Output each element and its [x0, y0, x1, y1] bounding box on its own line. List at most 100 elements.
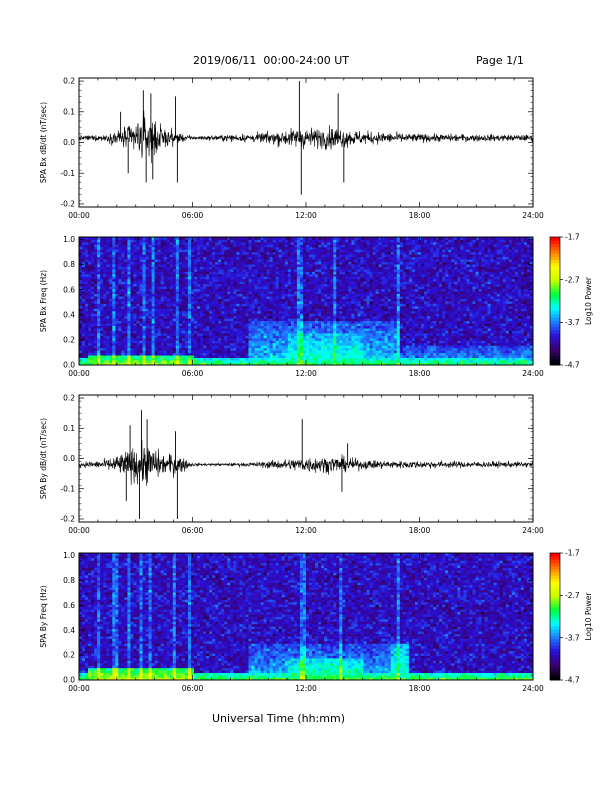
spectrogram-cell	[94, 360, 98, 363]
spectrogram-cell	[348, 249, 352, 253]
spectrogram-cell	[181, 347, 186, 351]
spectrogram-cell	[278, 273, 283, 277]
spectrogram-cell	[263, 259, 268, 263]
spectrogram-cell	[306, 293, 310, 297]
spectrogram-cell	[281, 352, 286, 356]
spectrogram-cell	[315, 264, 319, 267]
spectrogram-cell	[239, 337, 243, 341]
spectrogram-cell	[306, 288, 310, 292]
spectrogram-cell	[209, 323, 213, 327]
spectrogram-cell	[194, 256, 198, 260]
spectrogram-cell	[163, 301, 168, 304]
spectrogram-cell	[115, 360, 119, 363]
spectrogram-cell	[109, 237, 113, 240]
spectrogram-cell	[118, 269, 122, 272]
spectrogram-cell	[166, 244, 171, 248]
spectrogram-cell	[306, 246, 310, 250]
spectrogram-cell	[97, 350, 101, 354]
spectrogram-cell	[106, 318, 110, 322]
spectrogram-cell	[284, 315, 289, 319]
spectrogram-cell	[339, 320, 343, 324]
spectrogram-cell	[82, 323, 86, 327]
spectrogram-cell	[133, 305, 137, 309]
spectrogram-cell	[290, 246, 295, 250]
spectrogram-cell	[121, 345, 125, 349]
spectrogram-cell	[302, 244, 307, 248]
spectrogram-cell	[194, 264, 198, 267]
spectrogram-cell	[224, 362, 228, 365]
spectrogram-cell	[309, 278, 313, 282]
spectrogram-cell	[160, 276, 165, 280]
spectrogram-cell	[324, 244, 328, 248]
spectrogram-cell	[169, 301, 174, 304]
spectrogram-cell	[121, 237, 125, 240]
spectrogram-cell	[318, 251, 322, 255]
spectrogram-cell	[321, 271, 325, 275]
spectrogram-cell	[290, 337, 295, 341]
spectrogram-cell	[218, 308, 222, 312]
spectrogram-cell	[127, 239, 131, 243]
spectrogram-cell	[100, 259, 104, 263]
spectrogram-cell	[281, 269, 286, 272]
spectrogram-cell	[103, 237, 107, 240]
spectrogram-cell	[109, 315, 113, 319]
spectrogram-cell	[342, 249, 346, 253]
spectrogram-cell	[269, 333, 274, 336]
spectrogram-cell	[145, 362, 150, 365]
spectrogram-cell	[200, 241, 204, 245]
spectrogram-cell	[97, 310, 101, 314]
spectrogram-cell	[330, 296, 334, 299]
spectrogram-cell	[236, 296, 240, 299]
spectrogram-cell	[154, 283, 159, 287]
spectrogram-cell	[318, 276, 322, 280]
spectrogram-cell	[230, 244, 234, 248]
spectrogram-cell	[284, 286, 289, 290]
spectrogram-cell	[278, 261, 283, 265]
spectrogram-cell	[272, 281, 277, 285]
spectrogram-cell	[118, 357, 122, 361]
spectrogram-cell	[284, 333, 289, 336]
spectrogram-cell	[263, 330, 268, 334]
spectrogram-cell	[221, 241, 225, 245]
spectrogram-cell	[257, 305, 261, 309]
spectrogram-cell	[221, 330, 225, 334]
spectrogram-cell	[354, 315, 358, 319]
spectrogram-cell	[139, 308, 143, 312]
spectrogram-cell	[106, 355, 110, 359]
spectrogram-cell	[118, 288, 122, 292]
spectrogram-cell	[178, 278, 183, 282]
spectrogram-cell	[284, 269, 289, 272]
spectrogram-cell	[175, 335, 180, 339]
spectrogram-cell	[266, 249, 271, 253]
spectrogram-cell	[224, 286, 228, 290]
spectrogram-cell	[260, 291, 265, 295]
spectrogram-cell	[251, 296, 255, 299]
spectrogram-cell	[194, 323, 198, 327]
spectrogram-cell	[166, 350, 171, 354]
spectrogram-cell	[212, 254, 216, 258]
spectrogram-cell	[272, 357, 277, 361]
spectrogram-cell	[275, 271, 280, 275]
spectrogram-cell	[121, 239, 125, 243]
spectrogram-cell	[187, 318, 192, 322]
spectrogram-cell	[224, 315, 228, 319]
spectrogram-cell	[85, 315, 89, 319]
chart-title: 2019/06/11 00:00-24:00 UT	[193, 54, 350, 67]
spectrogram-cell	[287, 357, 292, 361]
spectrogram-cell	[148, 362, 153, 365]
spectrogram-cell	[248, 313, 252, 317]
spectrogram-cell	[227, 335, 231, 339]
spectrogram-cell	[187, 264, 192, 267]
spectrogram-cell	[336, 335, 340, 339]
spectrogram-cell	[324, 256, 328, 260]
spectrogram-cell	[309, 320, 313, 324]
spectrogram-cell	[260, 362, 265, 365]
spectrogram-cell	[200, 283, 204, 287]
spectrogram-cell	[82, 337, 86, 341]
spectrogram-cell	[184, 328, 189, 331]
spectrogram-cell	[351, 357, 355, 361]
spectrogram-cell	[115, 246, 119, 250]
spectrogram-cell	[151, 286, 156, 290]
spectrogram-cell	[278, 347, 283, 351]
spectrogram-cell	[218, 251, 222, 255]
